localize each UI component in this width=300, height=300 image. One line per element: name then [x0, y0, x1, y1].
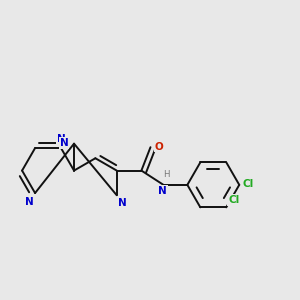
- Text: O: O: [154, 142, 163, 152]
- Text: Cl: Cl: [228, 195, 239, 205]
- Text: N: N: [60, 138, 68, 148]
- Text: N: N: [158, 186, 167, 196]
- Text: N: N: [57, 134, 65, 144]
- Text: N: N: [25, 197, 34, 207]
- Text: N: N: [118, 198, 127, 208]
- Text: Cl: Cl: [242, 179, 254, 189]
- Text: H: H: [163, 169, 169, 178]
